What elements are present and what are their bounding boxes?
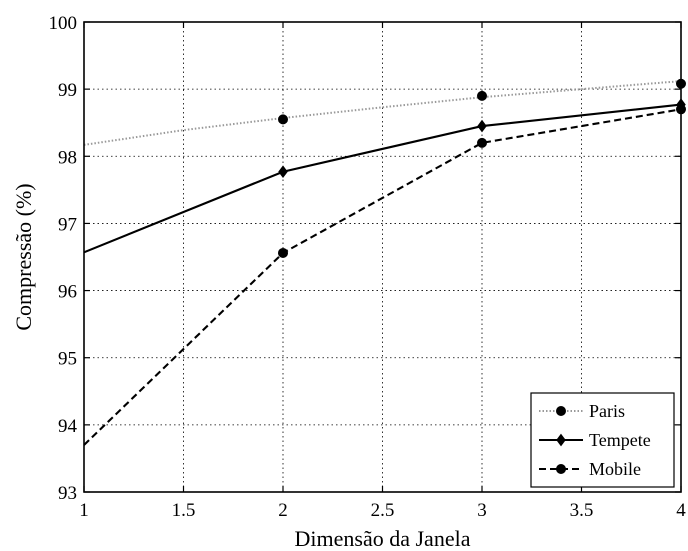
series-line-tempete (83, 103, 682, 254)
x-tick-label: 2.5 (371, 500, 395, 521)
y-tick-label: 100 (49, 13, 78, 34)
y-tick-label: 98 (58, 147, 77, 168)
series-paris (83, 78, 686, 146)
x-axis-label: Dimensão da Janela (295, 526, 471, 551)
data-point-tempete (477, 119, 487, 133)
x-tick-label: 3 (477, 500, 487, 521)
series-line-paris (83, 80, 682, 146)
x-tick-label: 4 (676, 500, 686, 521)
legend-marker-paris (556, 406, 566, 416)
y-tick-label: 96 (58, 282, 77, 303)
y-tick-label: 97 (58, 214, 77, 235)
x-tick-label: 2 (278, 500, 288, 521)
series-line-mobile (83, 108, 682, 446)
legend-marker-mobile (556, 464, 566, 474)
y-tick-label: 94 (58, 416, 78, 437)
y-tick-label: 99 (58, 80, 77, 101)
series-layer (83, 78, 686, 446)
x-tick-label: 1.5 (172, 500, 196, 521)
legend-marker-tempete (556, 433, 566, 447)
data-point-paris (477, 90, 487, 101)
data-point-tempete (278, 165, 288, 179)
x-tick-label: 1 (79, 500, 89, 521)
y-axis-label: Compressão (%) (11, 183, 36, 330)
x-tick-label: 3.5 (570, 500, 594, 521)
data-point-mobile (477, 137, 487, 148)
data-point-mobile (278, 247, 288, 258)
legend-label-tempete: Tempete (589, 430, 651, 450)
axis-ticks: 1 1.5 2 2.5 3 3.5 4 93 94 95 96 97 98 99 100 (49, 13, 687, 521)
y-tick-label: 95 (58, 349, 77, 370)
legend-label-paris: Paris (589, 401, 625, 421)
data-point-paris (278, 114, 288, 125)
legend: Paris Tempete Mobile (530, 392, 675, 488)
legend-label-mobile: Mobile (589, 459, 641, 479)
y-tick-label: 93 (58, 483, 77, 504)
